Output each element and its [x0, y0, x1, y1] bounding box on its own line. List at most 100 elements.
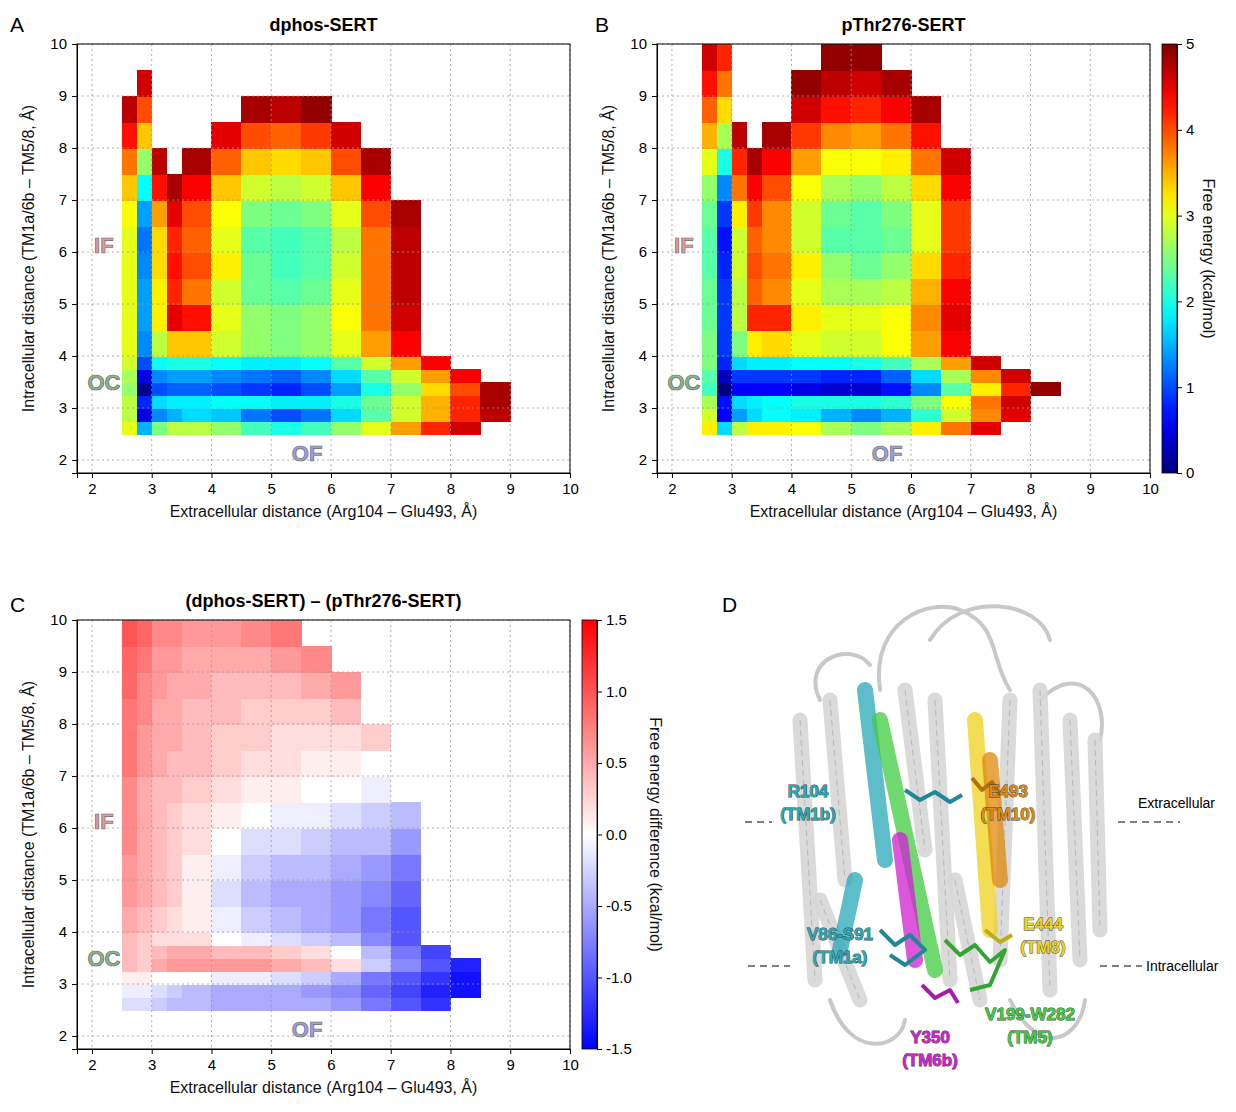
heatmap-cell: [702, 174, 718, 201]
heatmap-cell: [717, 174, 733, 201]
helix-edge: [830, 700, 845, 880]
region-label: IF: [94, 809, 114, 834]
heatmap-cell: [137, 174, 153, 201]
heatmap-cell: [182, 408, 212, 422]
heatmap-cell: [137, 802, 153, 829]
tick-label: 9: [59, 663, 67, 680]
heatmap-cell: [791, 304, 821, 331]
heatmap-cell: [791, 408, 821, 422]
heatmap-cell: [137, 620, 153, 647]
tick: 2: [88, 1049, 96, 1073]
heatmap-cell: [941, 148, 971, 175]
heatmap-cell: [732, 395, 748, 409]
heatmap-cell: [391, 395, 421, 409]
heatmap-cell: [702, 408, 718, 422]
tick-mark: [652, 460, 657, 461]
heatmap-cell: [122, 148, 138, 175]
heatmap-cell: [137, 278, 153, 305]
heatmap-cell: [331, 148, 361, 175]
plot-frame: [77, 620, 570, 1049]
heatmap-cell: [182, 330, 212, 357]
grid-line: [657, 252, 1150, 253]
heatmap-cell: [331, 750, 361, 777]
heatmap-cell: [941, 278, 971, 305]
heatmap-cell: [361, 369, 391, 383]
heatmap-cell: [271, 984, 301, 998]
heatmap-cell: [241, 252, 271, 279]
heatmap-cell: [271, 408, 301, 422]
heatmap-cell: [122, 226, 138, 253]
tick-mark: [72, 620, 77, 621]
tick-label: 6: [327, 1056, 335, 1073]
heatmap-cell: [301, 698, 331, 725]
heatmap-cell: [821, 330, 851, 357]
heatmap-cell: [762, 408, 792, 422]
tick-mark: [1177, 130, 1182, 131]
heatmap-cell: [152, 958, 168, 972]
heatmap-cell: [791, 330, 821, 357]
tick-mark: [652, 148, 657, 149]
heatmap-cell: [941, 382, 971, 396]
heatmap-cell: [122, 304, 138, 331]
grid-line: [657, 148, 1150, 149]
heatmap-cell: [182, 421, 212, 435]
heatmap-cell: [361, 958, 391, 972]
heatmap-cell: [851, 304, 881, 331]
heatmap-cell: [331, 997, 361, 1011]
heatmap-cell: [941, 408, 971, 422]
heatmap-cell: [167, 945, 183, 959]
heatmap-cell: [167, 971, 183, 985]
tick: 2: [59, 451, 77, 468]
heatmap-cell: [241, 122, 271, 149]
heatmap-cell: [791, 70, 821, 97]
heatmap-cell: [791, 369, 821, 383]
heatmap-cell: [241, 382, 271, 396]
tick-mark: [72, 828, 77, 829]
heatmap-cell: [791, 382, 821, 396]
heatmap-cell: [182, 252, 212, 279]
tick-mark: [1177, 473, 1182, 474]
tick-mark: [971, 473, 972, 478]
colorbar: [582, 620, 597, 1049]
heatmap-cell: [137, 698, 153, 725]
heatmap-cell: [881, 278, 911, 305]
heatmap-cell: [851, 96, 881, 123]
heatmap-cell: [182, 854, 212, 881]
heatmap-cell: [791, 122, 821, 149]
heatmap-cell: [821, 356, 851, 370]
tick-mark: [271, 473, 272, 478]
heatmap-cell: [301, 369, 331, 383]
grid-line: [657, 356, 1150, 357]
heatmap-cell: [450, 421, 480, 435]
grid-line: [657, 460, 1150, 461]
tick-label: 7: [387, 1056, 395, 1073]
helix-edge: [1095, 740, 1100, 930]
tick-mark: [597, 692, 602, 693]
grid: [657, 44, 1150, 473]
heatmap-cell: [167, 802, 183, 829]
tick: 2: [59, 1027, 77, 1044]
heatmap-cell: [361, 945, 391, 959]
heatmap-cell: [881, 174, 911, 201]
grid-line: [77, 148, 570, 149]
heatmap-cell: [271, 945, 301, 959]
membrane-line: [1118, 821, 1180, 823]
heatmap-cell: [211, 395, 241, 409]
heatmap-cell: [702, 421, 718, 435]
tick-mark: [72, 672, 77, 673]
heatmap-cell: [182, 997, 212, 1011]
heatmap-cell: [450, 984, 480, 998]
tick-label: 6: [907, 480, 915, 497]
heatmap-cell: [821, 278, 851, 305]
tick: 9: [59, 87, 77, 104]
loop: [930, 606, 1050, 640]
heatmap-cell: [167, 997, 183, 1011]
tick: 8: [1027, 473, 1035, 497]
heatmap-cell: [241, 971, 271, 985]
heatmap-cell: [301, 828, 331, 855]
heatmap-cell: [167, 776, 183, 803]
heatmap-cell: [361, 278, 391, 305]
heatmap-cell: [241, 369, 271, 383]
tick-mark: [570, 1049, 571, 1054]
heatmap-cell: [241, 395, 271, 409]
